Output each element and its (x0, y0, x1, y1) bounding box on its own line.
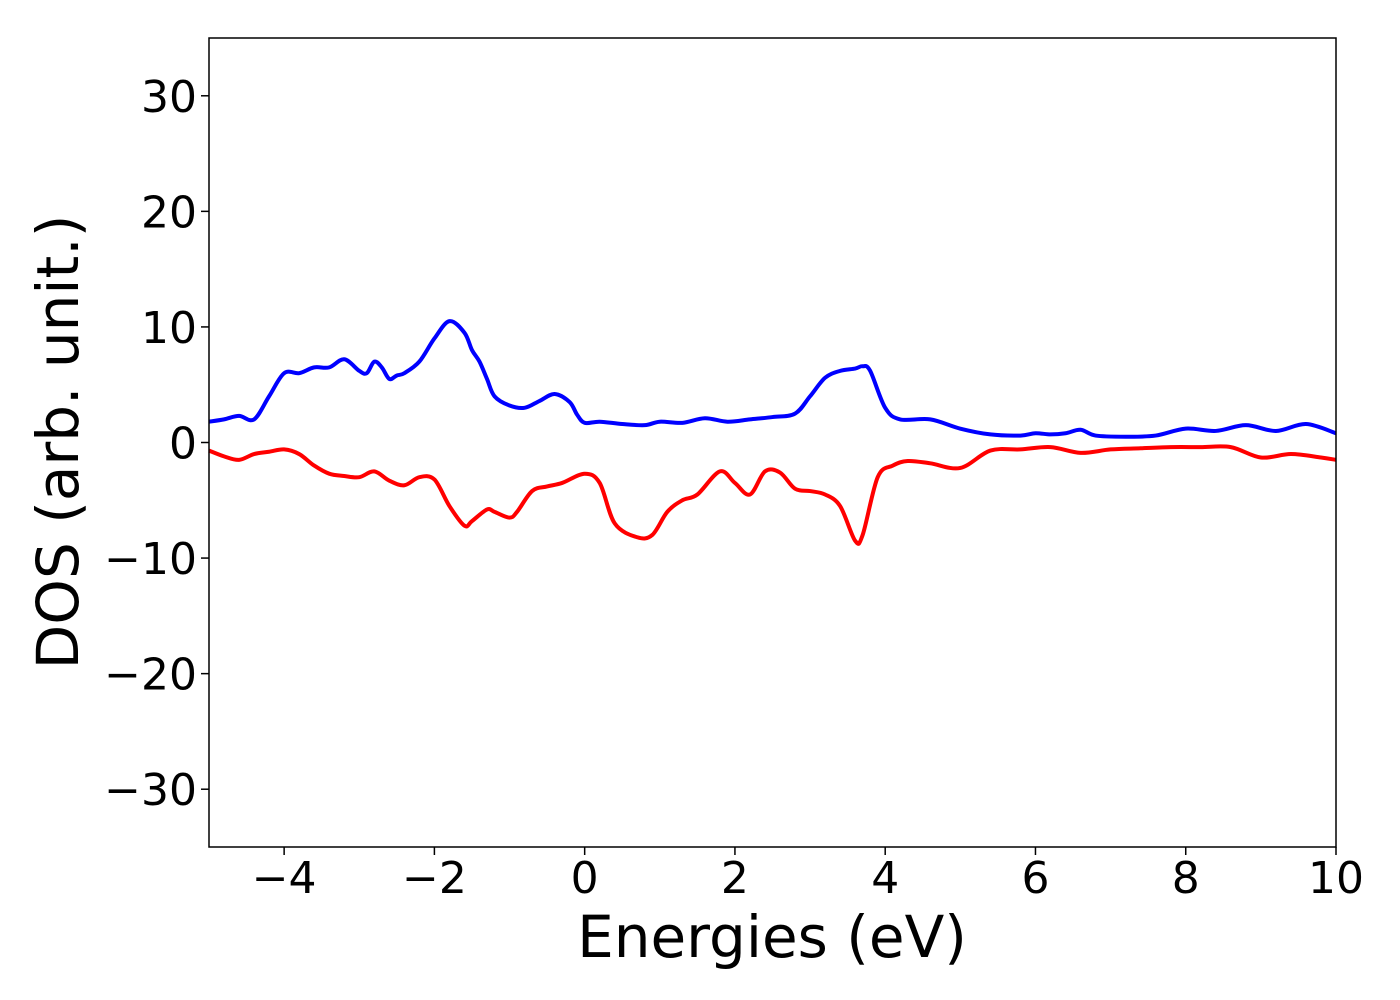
y-axis: 30 20 10 0 −10 −20 −30 (104, 72, 209, 816)
x-tick-label: −4 (252, 853, 317, 904)
y-tick-label: −20 (104, 650, 197, 701)
x-tick-label: 6 (1021, 853, 1049, 904)
x-tick-label: 10 (1308, 853, 1364, 904)
x-axis: −4 −2 0 2 4 6 8 10 (252, 847, 1364, 904)
x-tick-label: 2 (721, 853, 749, 904)
y-tick-label: 10 (141, 303, 197, 354)
x-tick-label: −2 (402, 853, 467, 904)
series-line-2 (208, 444, 1337, 546)
y-axis-title: DOS (arb. unit.) (24, 215, 92, 670)
series-line-1 (208, 319, 1337, 439)
y-tick-label: 0 (169, 419, 197, 470)
x-tick-label: 8 (1172, 853, 1200, 904)
x-tick-label: 0 (571, 853, 599, 904)
x-tick-label: 4 (871, 853, 899, 904)
y-tick-label: 30 (141, 72, 197, 123)
y-tick-label: −10 (104, 534, 197, 585)
series-layer (208, 319, 1337, 546)
x-axis-title: Energies (eV) (577, 903, 967, 971)
y-tick-label: −30 (104, 765, 197, 816)
y-tick-label: 20 (141, 187, 197, 238)
plot-area (209, 38, 1336, 847)
